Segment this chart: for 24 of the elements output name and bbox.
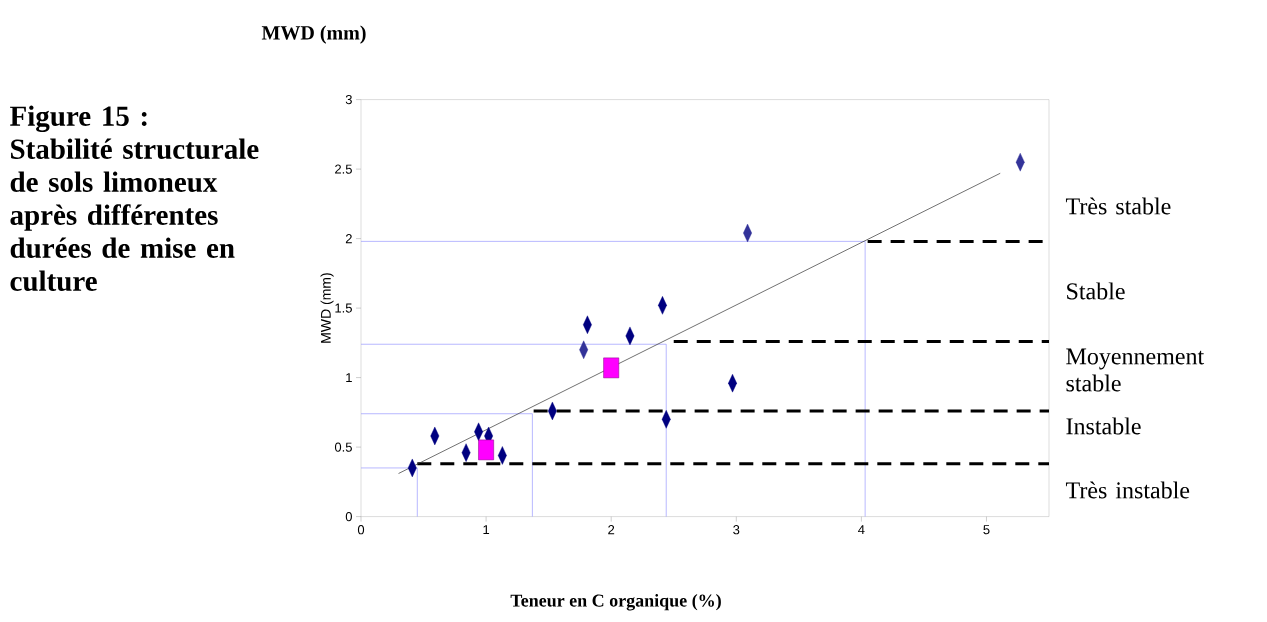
x-axis-title: Teneur en C organique (%)	[510, 594, 721, 611]
text: MWD (mm)	[261, 25, 366, 44]
text: Instable	[1066, 417, 1141, 435]
text: Stable	[1067, 282, 1125, 300]
y-tick-label: 0.5	[334, 442, 352, 452]
text: Figure 15 : Stabilité structurale de sols limoneux après différentes durées de mise en culture	[10, 105, 259, 291]
x-tick-label: 3	[733, 525, 740, 535]
point	[603, 357, 620, 379]
y-tick-label: 2	[345, 234, 352, 244]
x-tick-label: 1	[483, 525, 490, 535]
y-tick-label: 3	[345, 94, 352, 105]
text: Très stable	[1065, 197, 1171, 215]
text: Très instable	[1065, 481, 1190, 499]
y-tick-label: 2.5	[335, 164, 352, 174]
text: Moyennement stable	[1066, 348, 1205, 392]
y-tick-label: 1	[346, 373, 352, 383]
y-tick-label: 1.5	[335, 303, 352, 313]
point	[478, 439, 494, 461]
y-tick-label: 0	[345, 512, 352, 522]
x-tick-label: 5	[983, 525, 990, 535]
y-axis-title: MWD (mm)	[320, 273, 334, 343]
x-tick-label: 2	[608, 525, 615, 535]
x-tick-label: 4	[858, 525, 865, 535]
x-tick-label: 0	[357, 525, 365, 535]
